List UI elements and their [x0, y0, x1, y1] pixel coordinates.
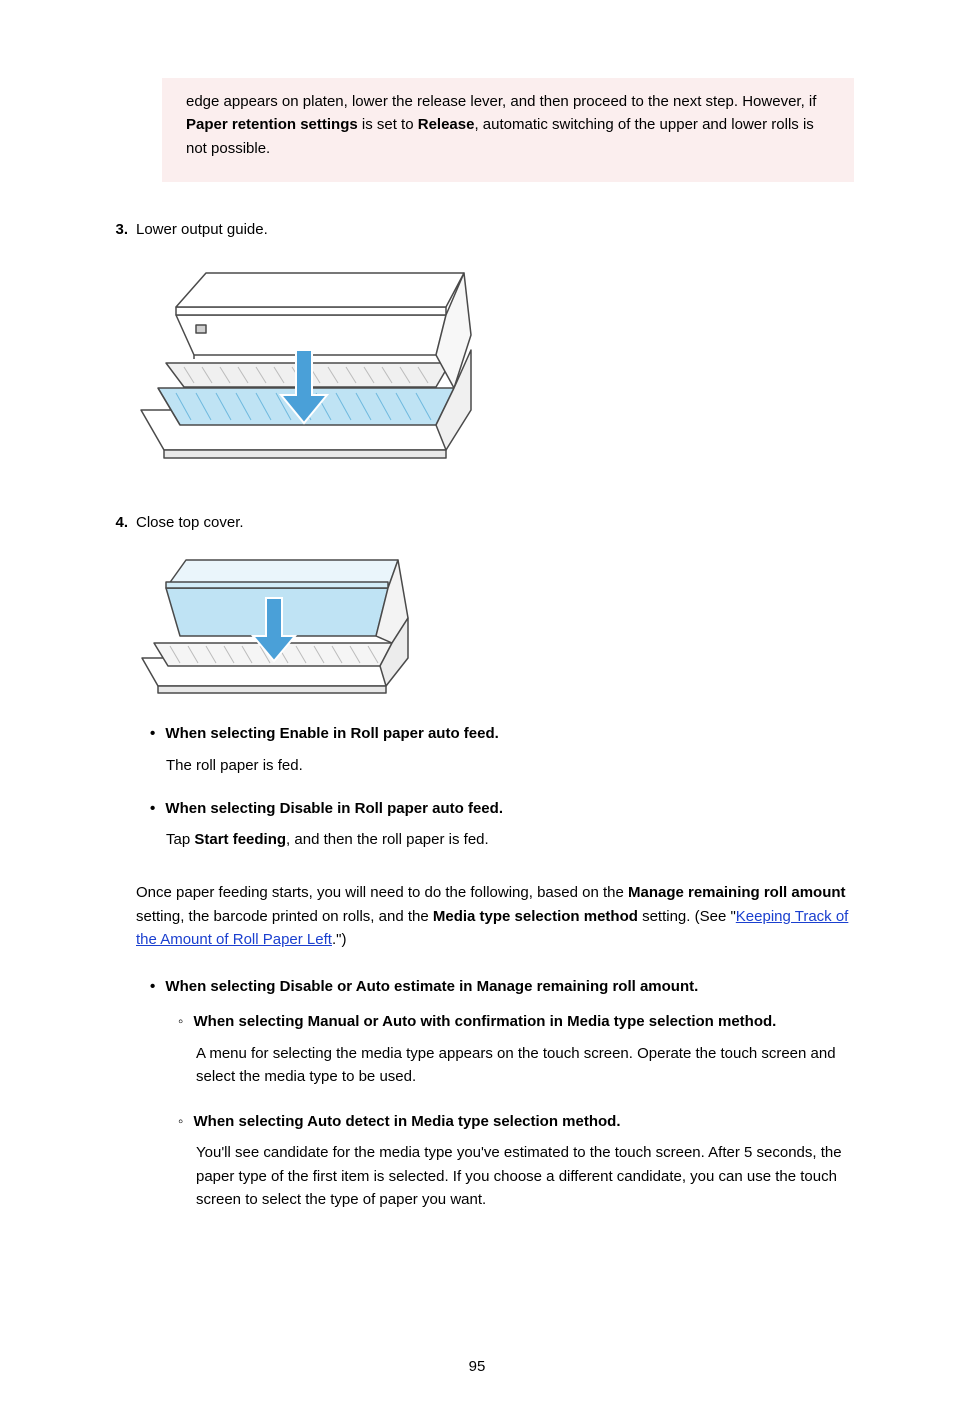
step-4: 4. Close top cover.: [100, 511, 854, 871]
printer-output-guide-icon: [136, 255, 476, 465]
disable-body-pre: Tap: [166, 831, 194, 848]
main-para-b2: Media type selection method: [433, 908, 638, 925]
disable-body-post: , and then the roll paper is fed.: [286, 831, 489, 848]
warning-box: edge appears on platen, lower the releas…: [162, 78, 854, 182]
auto-feed-list: When selecting Enable in Roll paper auto…: [136, 722, 854, 851]
outer-title: When selecting Disable or Auto estimate …: [165, 978, 698, 995]
step-3-body: Lower output guide.: [136, 218, 854, 475]
main-para-b1: Manage remaining roll amount: [628, 884, 846, 901]
auto-detect-item: When selecting Auto detect in Media type…: [196, 1110, 854, 1211]
disable-body: Tap Start feeding, and then the roll pap…: [166, 828, 854, 851]
disable-auto-estimate-item: When selecting Disable or Auto estimate …: [166, 975, 854, 1211]
main-para-mid1: setting, the barcode printed on rolls, a…: [136, 908, 433, 925]
enable-item: When selecting Enable in Roll paper auto…: [166, 722, 854, 777]
inner2-title: When selecting Auto detect in Media type…: [194, 1113, 621, 1130]
step-3-number: 3.: [100, 218, 136, 475]
main-para-pre: Once paper feeding starts, you will need…: [136, 884, 628, 901]
enable-title: When selecting Enable in Roll paper auto…: [165, 725, 498, 742]
step-4-number: 4.: [100, 511, 136, 871]
media-type-method-list: When selecting Manual or Auto with confi…: [166, 1010, 854, 1211]
main-para-post: ."): [332, 931, 347, 948]
step-4-body: Close top cover.: [136, 511, 854, 871]
disable-body-bold: Start feeding: [194, 831, 286, 848]
remaining-roll-list: When selecting Disable or Auto estimate …: [136, 975, 854, 1211]
main-para-mid2: setting. (See ": [638, 908, 736, 925]
inner1-title: When selecting Manual or Auto with confi…: [194, 1013, 777, 1030]
page-number: 95: [0, 1355, 954, 1378]
content: edge appears on platen, lower the releas…: [0, 78, 954, 1211]
warning-bold-2: Release: [418, 116, 475, 133]
printer-close-cover-icon: [136, 548, 416, 698]
warning-bold-1: Paper retention settings: [186, 116, 358, 133]
step-4-text: Close top cover.: [136, 514, 244, 531]
lower-block: Once paper feeding starts, you will need…: [136, 881, 854, 1211]
manual-auto-confirm-item: When selecting Manual or Auto with confi…: [196, 1010, 854, 1088]
page: edge appears on platen, lower the releas…: [0, 78, 954, 1428]
enable-body: The roll paper is fed.: [166, 754, 854, 777]
inner1-body: A menu for selecting the media type appe…: [196, 1042, 854, 1089]
disable-item: When selecting Disable in Roll paper aut…: [166, 797, 854, 852]
step-4-illustration: [136, 548, 854, 698]
step-3-illustration: [136, 255, 854, 465]
inner2-body: You'll see candidate for the media type …: [196, 1141, 854, 1211]
warning-text: edge appears on platen, lower the releas…: [186, 93, 816, 157]
disable-title: When selecting Disable in Roll paper aut…: [165, 800, 503, 817]
step-3: 3. Lower output guide.: [100, 218, 854, 475]
main-paragraph: Once paper feeding starts, you will need…: [136, 881, 854, 951]
warning-pre: edge appears on platen, lower the releas…: [186, 93, 816, 110]
step-3-text: Lower output guide.: [136, 221, 268, 238]
warning-mid1: is set to: [358, 116, 418, 133]
